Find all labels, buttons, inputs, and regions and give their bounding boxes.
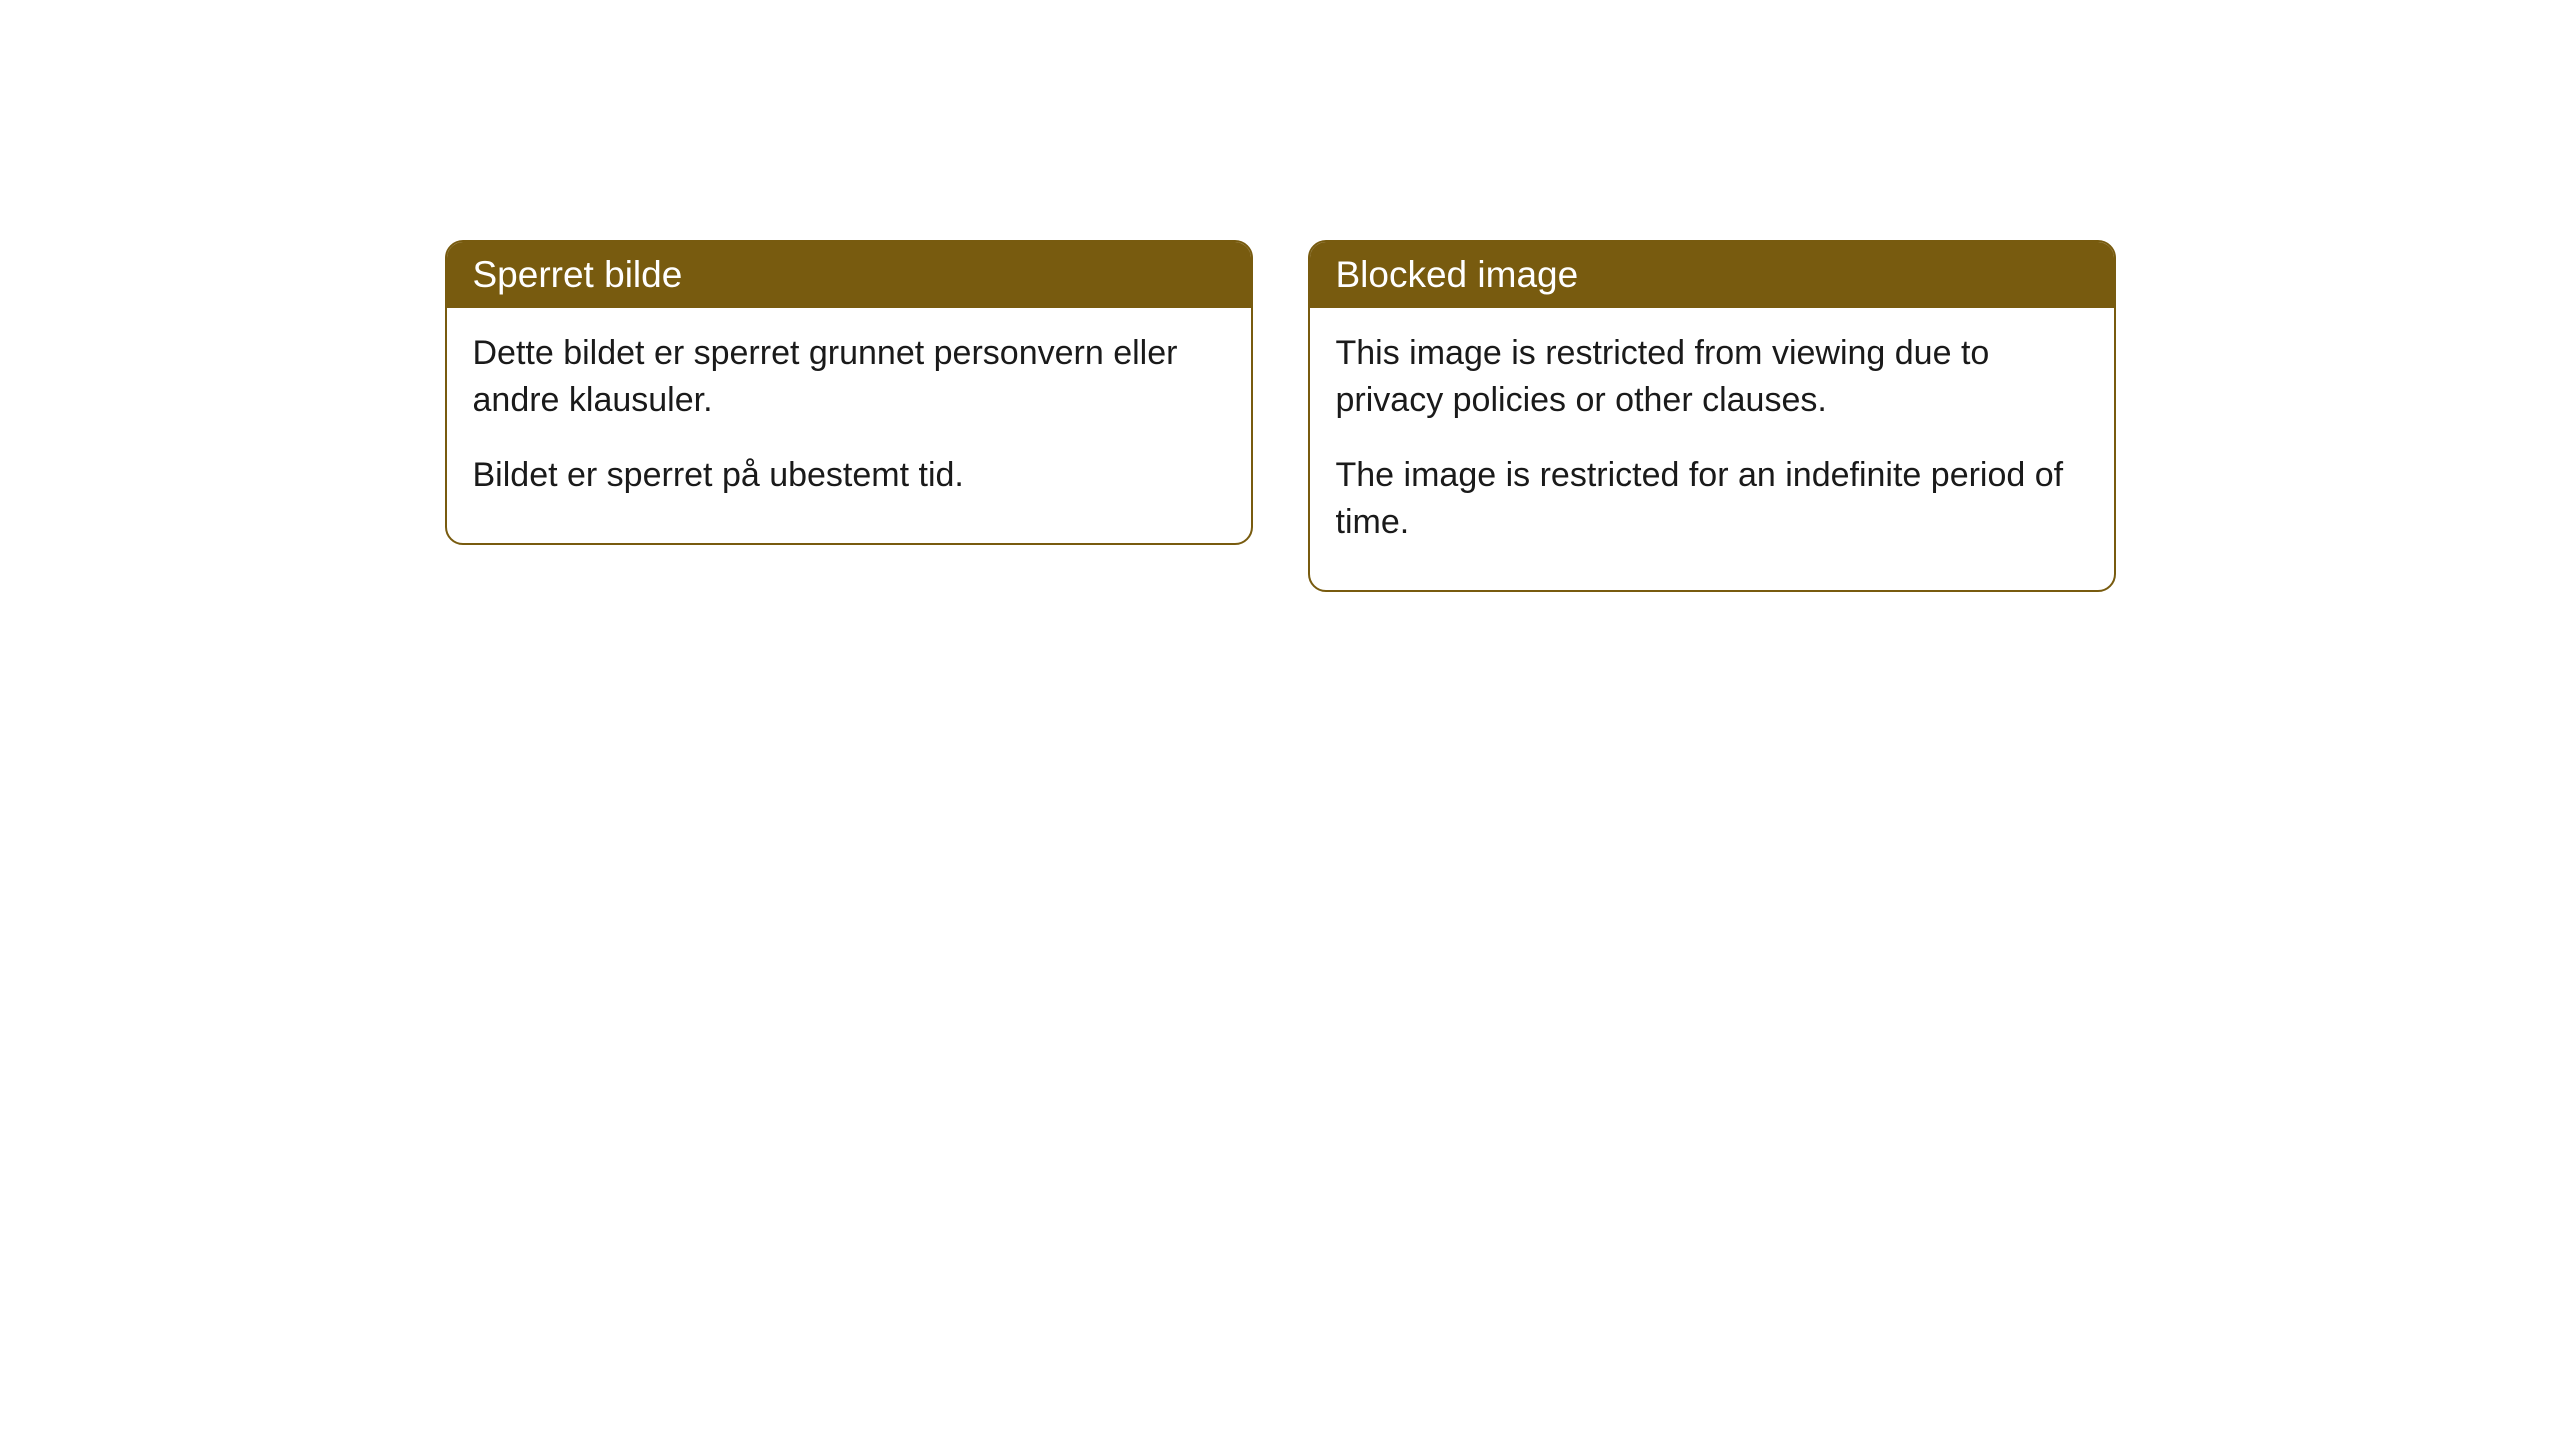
card-paragraph-1-no: Dette bildet er sperret grunnet personve… — [473, 330, 1225, 424]
card-paragraph-2-en: The image is restricted for an indefinit… — [1336, 452, 2088, 546]
card-body-no: Dette bildet er sperret grunnet personve… — [447, 308, 1251, 543]
blocked-image-card-no: Sperret bilde Dette bildet er sperret gr… — [445, 240, 1253, 545]
card-header-en: Blocked image — [1310, 242, 2114, 308]
card-paragraph-2-no: Bildet er sperret på ubestemt tid. — [473, 452, 1225, 499]
card-header-no: Sperret bilde — [447, 242, 1251, 308]
cards-container: Sperret bilde Dette bildet er sperret gr… — [445, 240, 2116, 1440]
blocked-image-card-en: Blocked image This image is restricted f… — [1308, 240, 2116, 592]
card-body-en: This image is restricted from viewing du… — [1310, 308, 2114, 590]
card-paragraph-1-en: This image is restricted from viewing du… — [1336, 330, 2088, 424]
